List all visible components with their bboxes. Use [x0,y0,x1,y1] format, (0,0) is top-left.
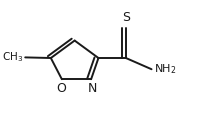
Text: CH$_3$: CH$_3$ [2,51,23,64]
Text: O: O [56,82,66,95]
Text: NH$_2$: NH$_2$ [154,62,177,76]
Text: S: S [122,11,130,24]
Text: N: N [87,82,97,95]
